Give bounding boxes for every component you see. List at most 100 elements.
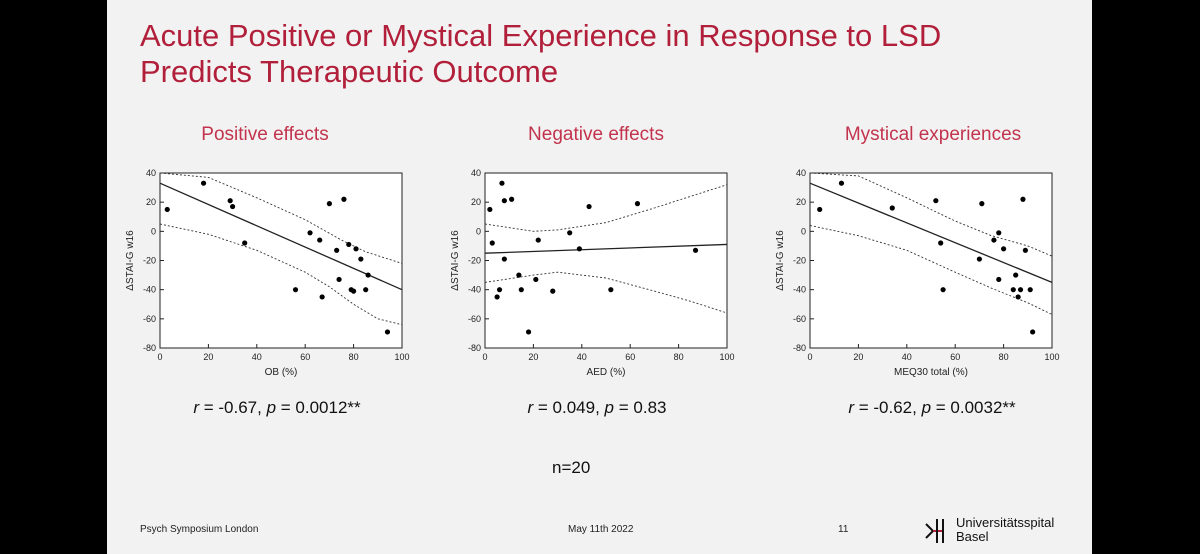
x-axis-label: MEQ30 total (%) xyxy=(894,367,968,378)
x-tick-label: 100 xyxy=(394,352,409,362)
regression-line xyxy=(484,243,728,254)
data-point xyxy=(317,237,323,243)
data-point xyxy=(307,230,313,236)
x-tick-label: 80 xyxy=(349,352,359,362)
data-point xyxy=(200,180,207,186)
y-tick-label: -20 xyxy=(468,256,481,266)
data-point xyxy=(996,230,1002,236)
y-tick-label: 40 xyxy=(796,168,806,178)
confidence-band-upper xyxy=(484,184,728,232)
confidence-band-lower xyxy=(159,223,403,326)
sample-size-label: n=20 xyxy=(552,458,591,477)
y-tick-label: 20 xyxy=(471,197,481,207)
regression-line xyxy=(159,182,403,291)
y-tick-label: 40 xyxy=(146,168,156,178)
data-point xyxy=(940,287,946,293)
data-point xyxy=(889,205,895,211)
footer-date: May 11th 2022 xyxy=(568,524,634,535)
data-point xyxy=(341,196,347,202)
data-point xyxy=(996,276,1002,283)
stat-mystical: r = -0.62, p = 0.0032** xyxy=(782,398,1082,418)
data-point xyxy=(227,198,233,204)
data-point xyxy=(501,256,507,262)
scatter-chart-negative: 0 20 40 60 80 100 40 20 0 -20 -40 -60 -80 AED (%) ΔSTA… xyxy=(450,168,735,378)
data-point xyxy=(938,240,944,246)
data-point xyxy=(363,287,369,293)
footer-page-number: 11 xyxy=(838,524,849,535)
stat-r-value: = -0.67, xyxy=(199,398,267,417)
y-tick-label: -60 xyxy=(143,314,156,324)
stat-r-value: = 0.049, xyxy=(533,398,605,417)
data-point xyxy=(1027,287,1033,293)
data-point xyxy=(319,294,325,300)
data-point xyxy=(509,196,515,202)
x-tick-label: 20 xyxy=(528,352,538,362)
x-tick-label: 40 xyxy=(252,352,262,362)
data-point xyxy=(292,287,299,293)
data-point xyxy=(334,247,340,253)
hospital-logo: Universitätsspital Basel xyxy=(924,516,1084,548)
stat-r-label: r xyxy=(193,398,199,417)
data-point xyxy=(1022,247,1028,253)
data-point xyxy=(518,287,524,293)
x-tick-label: 0 xyxy=(482,352,487,362)
regression-line xyxy=(809,182,1053,283)
data-point xyxy=(535,237,541,243)
stat-p-label: p xyxy=(921,398,932,417)
panel-subtitle-mystical: Mystical experiences xyxy=(844,124,1022,145)
stat-p-label: p xyxy=(604,398,615,417)
data-point xyxy=(979,201,985,207)
x-tick-label: 20 xyxy=(853,352,863,362)
confidence-band-lower xyxy=(484,271,728,314)
data-point xyxy=(1017,287,1024,293)
slide-title: Acute Positive or Mystical Experience in… xyxy=(140,18,941,90)
data-point xyxy=(1015,294,1021,300)
scatter-chart-positive: 0 20 40 60 80 100 40 20 0 -20 -40 -60 -80 OB (%) ΔSTAI… xyxy=(125,168,410,378)
hospital-logo-icon xyxy=(925,519,944,543)
title-line-1: Acute Positive or Mystical Experience in… xyxy=(140,18,942,53)
data-point xyxy=(533,276,539,283)
data-point xyxy=(1020,196,1026,202)
footer-event: Psych Symposium London xyxy=(140,524,259,535)
scatter-chart-mystical: 0 20 40 60 80 100 40 20 0 -20 -40 -60 -80 MEQ30 total… xyxy=(775,168,1060,378)
y-tick-label: -20 xyxy=(143,256,156,266)
y-tick-label: 0 xyxy=(476,226,481,236)
y-tick-label: -20 xyxy=(793,256,806,266)
logo-line-2: Basel xyxy=(956,529,989,544)
x-tick-label: 0 xyxy=(807,352,812,362)
x-tick-label: 0 xyxy=(157,352,162,362)
stat-p-label: p xyxy=(266,398,277,417)
y-tick-label: -60 xyxy=(468,314,481,324)
data-point xyxy=(1010,287,1016,293)
data-point xyxy=(336,276,342,283)
data-point xyxy=(353,246,359,252)
y-tick-label: -80 xyxy=(793,343,806,353)
x-tick-label: 80 xyxy=(999,352,1009,362)
data-point xyxy=(365,272,371,278)
x-tick-label: 40 xyxy=(902,352,912,362)
stat-positive: r = -0.67, p = 0.0012** xyxy=(127,398,427,418)
data-point xyxy=(933,198,939,204)
data-point xyxy=(634,201,641,207)
data-point xyxy=(496,287,503,293)
data-point xyxy=(817,206,823,213)
panel-subtitle-negative: Negative effects xyxy=(528,124,664,145)
plot-area xyxy=(809,172,1053,349)
data-point xyxy=(494,294,500,300)
y-tick-label: -40 xyxy=(143,285,156,295)
stat-p-value: = 0.83 xyxy=(614,398,667,417)
data-point xyxy=(838,180,845,186)
data-point xyxy=(608,287,614,293)
stat-p-value: = 0.0012** xyxy=(276,398,361,417)
data-point xyxy=(516,272,522,278)
data-point xyxy=(487,206,493,213)
y-tick-label: -80 xyxy=(143,343,156,353)
y-tick-label: 20 xyxy=(796,197,806,207)
x-tick-label: 80 xyxy=(674,352,684,362)
data-point xyxy=(346,241,352,248)
confidence-band-upper xyxy=(159,172,403,264)
data-point xyxy=(576,246,582,252)
data-point xyxy=(692,247,699,253)
confidence-band-lower xyxy=(809,225,1053,315)
y-tick-label: -60 xyxy=(793,314,806,324)
